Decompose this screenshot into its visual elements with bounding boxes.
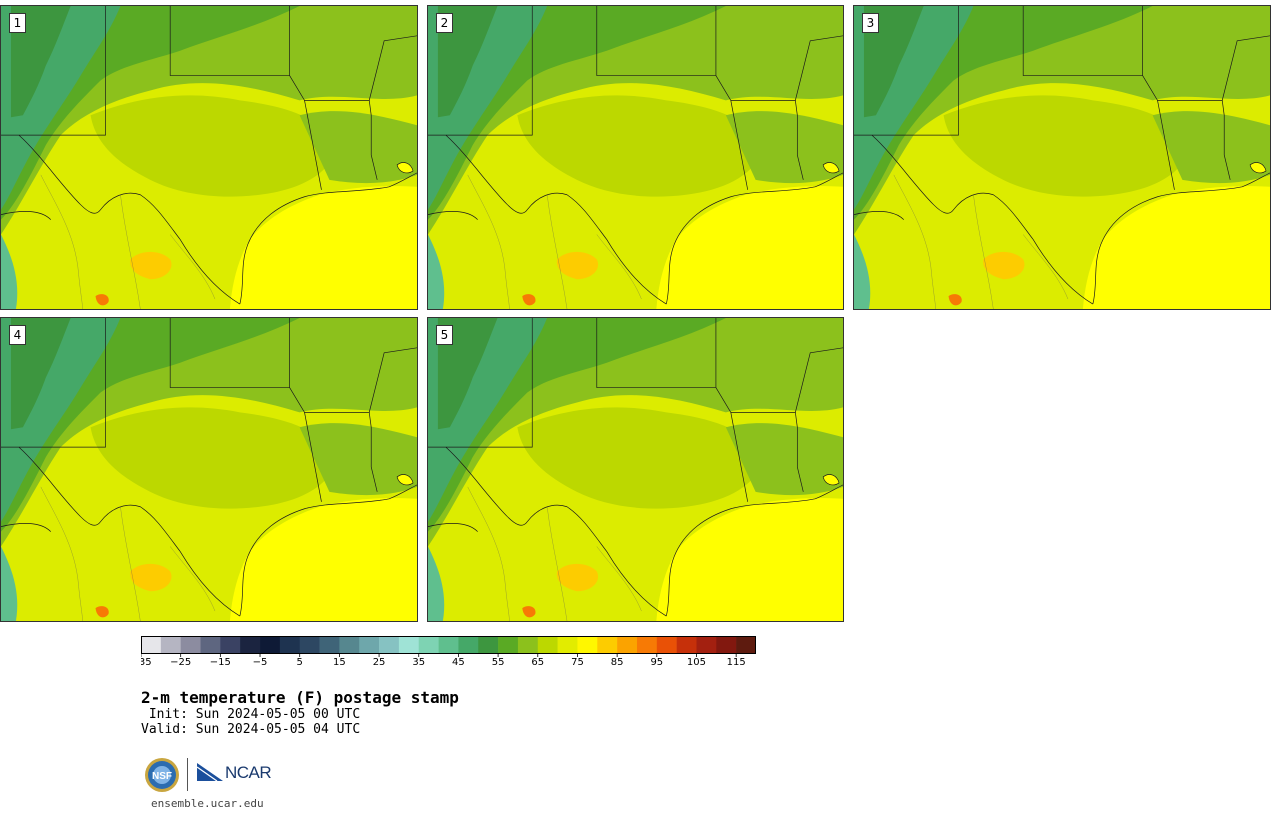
logo-divider <box>187 758 188 791</box>
colorbar-tick-label: 85 <box>611 657 624 666</box>
panel-label-1: 1 <box>9 13 26 33</box>
colorbar-bin <box>597 636 618 654</box>
colorbar-bin <box>279 636 301 654</box>
temperature-map-2 <box>428 6 843 309</box>
colorbar-tick-label: 35 <box>412 657 425 666</box>
colorbar-bin <box>438 636 459 654</box>
member-panel-5: 5 <box>427 317 844 622</box>
colorbar-bin <box>359 636 380 654</box>
colorbar-bin <box>577 636 598 654</box>
ncar-logo-text: NCAR <box>225 763 272 782</box>
member-panel-1: 1 <box>0 5 418 310</box>
colorbar-bin <box>636 636 658 654</box>
colorbar-bin <box>160 636 181 654</box>
colorbar: −35 −25 −15 −5 5 15 25 35 45 55 65 75 85 95 105 115 <box>141 636 756 666</box>
colorbar-bin <box>379 636 400 654</box>
colorbar-bin <box>696 636 717 654</box>
colorbar-bin <box>180 636 201 654</box>
colorbar-bin <box>498 636 519 654</box>
colorbar-tick-label: 115 <box>727 657 746 666</box>
panel-label-2: 2 <box>436 13 453 33</box>
member-panel-3: 3 <box>853 5 1271 310</box>
colorbar-bin <box>339 636 360 654</box>
valid-time: Valid: Sun 2024-05-05 04 UTC <box>141 722 361 737</box>
init-time: Init: Sun 2024-05-05 00 UTC <box>141 707 361 722</box>
temperature-map-1 <box>1 6 417 309</box>
colorbar-tick-label: 105 <box>687 657 706 666</box>
ncar-logo: NCAR <box>197 762 272 784</box>
panel-label-5: 5 <box>436 325 453 345</box>
colorbar-bin <box>319 636 340 654</box>
colorbar-tick-label: 55 <box>492 657 505 666</box>
colorbar-bin <box>398 636 420 654</box>
colorbar-tick-label: −25 <box>170 657 191 666</box>
plot-title: 2-m temperature (F) postage stamp <box>141 688 459 707</box>
nsf-logo-icon: NSF <box>145 758 179 792</box>
colorbar-bin <box>716 636 737 654</box>
colorbar-bin <box>557 636 578 654</box>
temperature-map-5 <box>428 318 843 621</box>
colorbar-bin <box>458 636 479 654</box>
colorbar-tick-label: −5 <box>253 657 268 666</box>
colorbar-bin <box>418 636 439 654</box>
panel-label-4: 4 <box>9 325 26 345</box>
colorbar-bin <box>736 636 756 654</box>
colorbar-tick-label: 45 <box>452 657 465 666</box>
colorbar-tick-label: 65 <box>531 657 544 666</box>
colorbar-tick-label: −15 <box>210 657 231 666</box>
colorbar-bin <box>299 636 320 654</box>
temperature-map-3 <box>854 6 1270 309</box>
colorbar-bin <box>517 636 539 654</box>
colorbar-bin <box>240 636 261 654</box>
colorbar-bin <box>220 636 241 654</box>
colorbar-bin <box>537 636 558 654</box>
colorbar-tick-label: 25 <box>373 657 386 666</box>
colorbar-bin <box>676 636 697 654</box>
colorbar-tick-label: 5 <box>297 657 303 666</box>
colorbar-bin <box>478 636 499 654</box>
colorbar-bin <box>200 636 221 654</box>
site-url: ensemble.ucar.edu <box>151 797 264 810</box>
colorbar-bin <box>260 636 281 654</box>
colorbar-tick-label: 75 <box>571 657 584 666</box>
colorbar-bin <box>617 636 638 654</box>
ncar-mark-icon <box>197 763 223 782</box>
colorbar-bin <box>141 636 162 654</box>
colorbar-tick-label: 95 <box>650 657 663 666</box>
colorbar-border <box>141 636 756 654</box>
colorbar-tick-label: 15 <box>333 657 346 666</box>
member-panel-2: 2 <box>427 5 844 310</box>
svg-text:NSF: NSF <box>152 771 172 782</box>
colorbar-tick-label: −35 <box>141 657 152 666</box>
colorbar-bin <box>656 636 677 654</box>
temperature-map-4 <box>1 318 417 621</box>
member-panel-4: 4 <box>0 317 418 622</box>
panel-label-3: 3 <box>862 13 879 33</box>
